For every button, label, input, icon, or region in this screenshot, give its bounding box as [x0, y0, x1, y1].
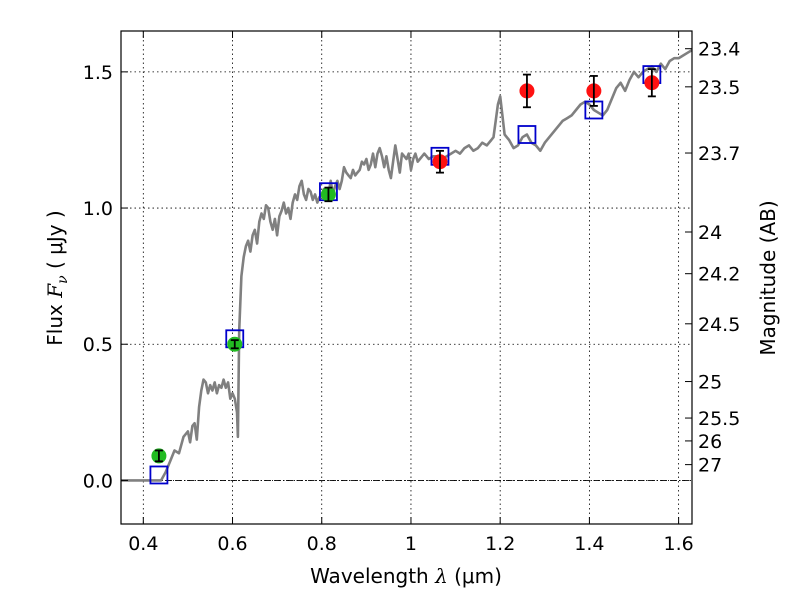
model-spectrum-line — [121, 48, 692, 482]
plot-data — [121, 48, 692, 485]
mag-tick-label: 27 — [698, 455, 722, 477]
mag-tick-label: 23.4 — [698, 39, 740, 61]
grid — [121, 31, 692, 524]
mag-tick-label: 25 — [698, 372, 722, 394]
x-tick-label: 0.4 — [128, 533, 158, 555]
y-tick-label: 0.0 — [83, 470, 113, 492]
mag-tick-label: 23.7 — [698, 143, 740, 165]
y-tick-label: 0.5 — [83, 334, 113, 356]
x-axis-label: Wavelength λ (μm) — [310, 564, 502, 588]
mag-tick-label: 23.5 — [698, 77, 740, 99]
mag-tick-label: 24.5 — [698, 314, 740, 336]
x-tick-label: 0.6 — [217, 533, 247, 555]
y-tick-label: 1.0 — [83, 198, 113, 220]
mag-tick-label: 26 — [698, 431, 722, 453]
model-band-square — [149, 465, 169, 485]
mag-tick-label: 24 — [698, 222, 722, 244]
x-tick-label: 1.6 — [664, 533, 694, 555]
right-axis-label: Magnitude (AB) — [756, 200, 780, 355]
x-tick-label: 1 — [405, 533, 417, 555]
x-tick-label: 0.8 — [307, 533, 337, 555]
x-tick-label: 1.2 — [485, 533, 515, 555]
y-axis-label: Flux Fν ( μJy ) — [43, 210, 71, 345]
x-tick-label: 1.4 — [574, 533, 604, 555]
y-tick-label: 1.5 — [83, 62, 113, 84]
plot-frame — [120, 30, 693, 525]
mag-tick-label: 24.2 — [698, 264, 740, 286]
axis-ticks: 0.4 0.6 0.8 1 1.2 1.4 1.6 0.0 0.5 1.0 1.5 23.4 23.5 2… — [83, 31, 740, 555]
mag-tick-label: 25.5 — [698, 408, 740, 430]
model-band-square — [517, 125, 537, 144]
